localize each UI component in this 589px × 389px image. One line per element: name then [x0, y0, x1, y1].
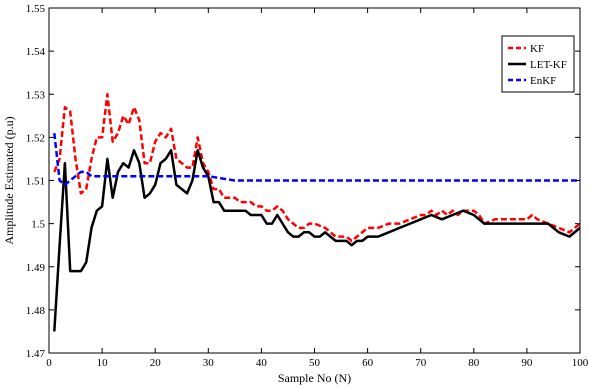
- x-axis-title: Sample No (N): [278, 371, 351, 385]
- y-tick-label: 1.52: [26, 132, 45, 144]
- x-tick-label: 90: [521, 357, 533, 369]
- plot-frame: [48, 7, 581, 354]
- y-tick-label: 1.51: [26, 176, 45, 188]
- x-tick-label: 0: [46, 357, 52, 369]
- x-tick-label: 20: [150, 357, 162, 369]
- x-tick-label: 100: [572, 357, 589, 369]
- x-tick-label: 80: [468, 357, 480, 369]
- x-tick-label: 10: [97, 357, 109, 369]
- legend-label: KF: [530, 43, 544, 55]
- ticks-layer: 0 10 20 30 40 50 60 70 80 90 100 1.47 1.48 1.49 1.5 1.5…: [26, 3, 589, 369]
- series-line-let-kf: [53, 149, 581, 332]
- y-tick-label: 1.54: [26, 46, 46, 58]
- x-tick-label: 60: [362, 357, 374, 369]
- legend-label: LET-KF: [530, 59, 567, 71]
- y-tick-label: 1.48: [26, 305, 46, 317]
- series-line-enkf: [53, 132, 580, 187]
- y-tick-label: 1.55: [26, 3, 46, 15]
- y-axis-title: Amplitude Estimated (p.u): [2, 116, 16, 244]
- legend: KF LET-KF EnKF: [501, 35, 575, 93]
- y-tick-label: 1.47: [26, 348, 46, 360]
- series-line-kf: [53, 93, 581, 243]
- x-tick-label: 50: [309, 357, 321, 369]
- x-tick-label: 30: [203, 357, 215, 369]
- legend-label: EnKF: [530, 75, 556, 87]
- series-layer: [53, 93, 581, 332]
- y-tick-label: 1.49: [26, 262, 46, 274]
- x-tick-label: 40: [256, 357, 268, 369]
- x-tick-label: 70: [415, 357, 427, 369]
- y-tick-label: 1.53: [26, 89, 46, 101]
- y-tick-label: 1.5: [31, 219, 45, 231]
